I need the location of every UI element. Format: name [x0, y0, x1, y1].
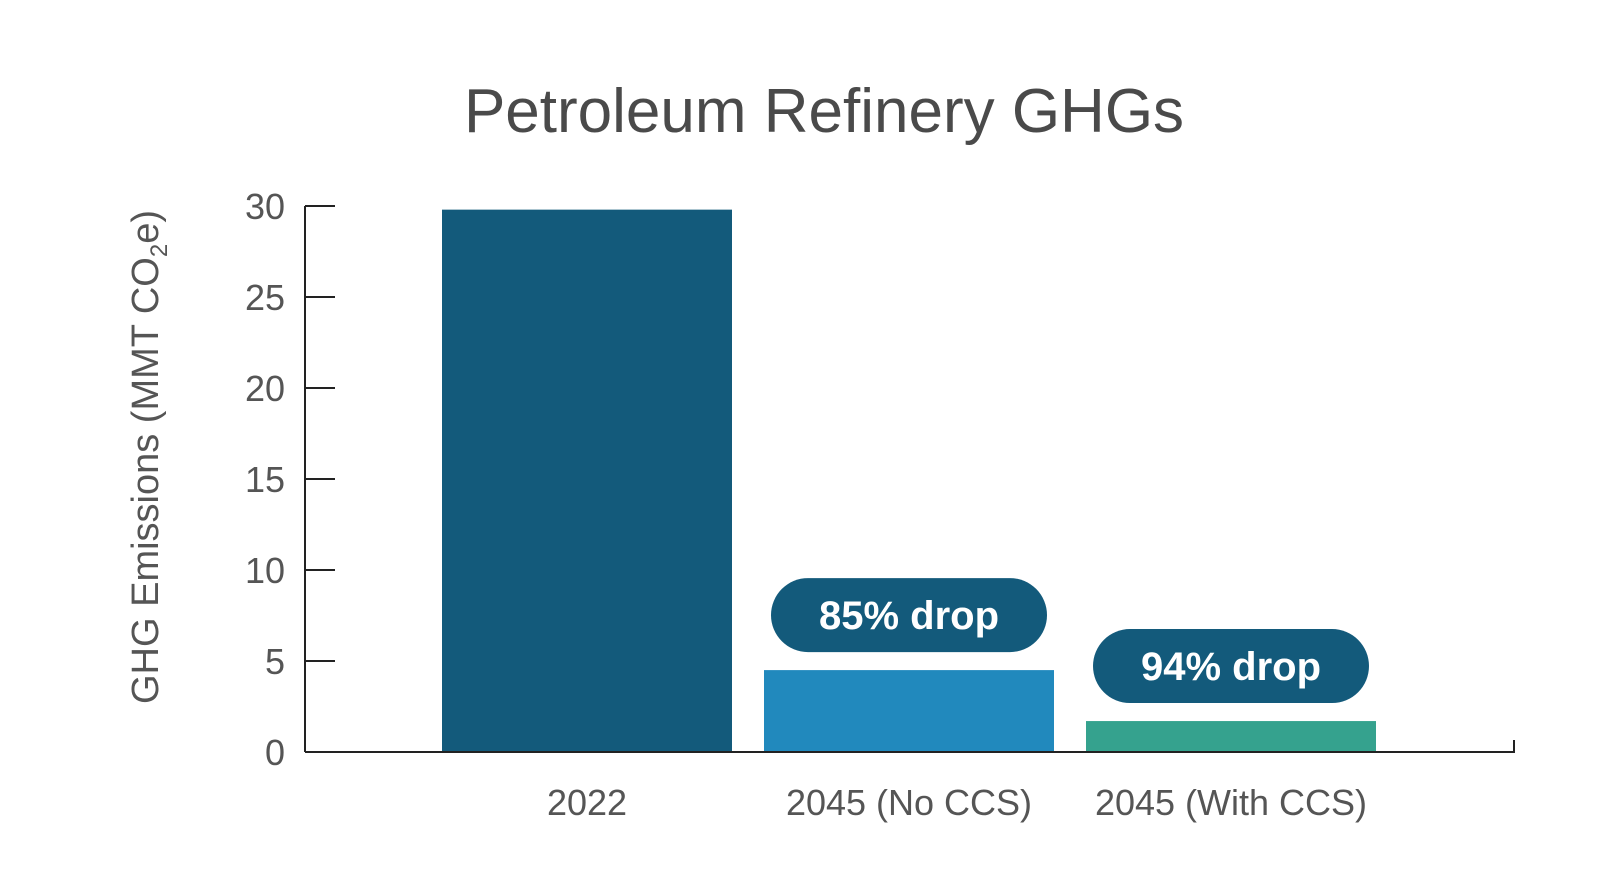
bar-2 — [1086, 721, 1376, 752]
bar-1 — [764, 670, 1054, 752]
drop-badge-background — [1093, 629, 1369, 704]
y-tick-label: 10 — [245, 550, 285, 591]
y-tick-label: 25 — [245, 277, 285, 318]
y-axis-label-main: GHG Emissions (MMT CO — [125, 257, 167, 704]
drop-badge-background — [771, 578, 1047, 653]
y-tick-label: 15 — [245, 459, 285, 500]
annotations: 85% drop 94% drop — [771, 578, 1369, 704]
x-tick-label: 2045 (With CCS) — [1095, 782, 1367, 823]
bars — [442, 209, 1376, 752]
drop-badge-text: 85% drop — [819, 594, 999, 638]
y-tick-label: 0 — [265, 732, 285, 773]
x-tick-label: 2022 — [547, 782, 627, 823]
drop-badge-text: 94% drop — [1141, 645, 1321, 689]
x-axis-labels: 2022 2045 (No CCS) 2045 (With CCS) — [547, 782, 1367, 823]
y-tick-label: 5 — [265, 641, 285, 682]
y-axis-label: GHG Emissions (MMT CO2e) — [125, 210, 173, 704]
y-tick-label: 30 — [245, 186, 285, 227]
y-tick-label: 20 — [245, 368, 285, 409]
drop-badge: 85% drop — [771, 578, 1047, 653]
drop-badge: 94% drop — [1093, 629, 1369, 704]
x-axis-line — [305, 740, 1515, 753]
chart-title: Petroleum Refinery GHGs — [464, 77, 1184, 146]
y-axis-label-suffix: e) — [125, 210, 167, 244]
y-axis-label-subscript: 2 — [146, 244, 173, 257]
x-tick-label: 2045 (No CCS) — [786, 782, 1032, 823]
bar-0 — [442, 209, 732, 752]
y-axis-ticks: 0 5 10 15 20 25 30 — [245, 186, 335, 773]
